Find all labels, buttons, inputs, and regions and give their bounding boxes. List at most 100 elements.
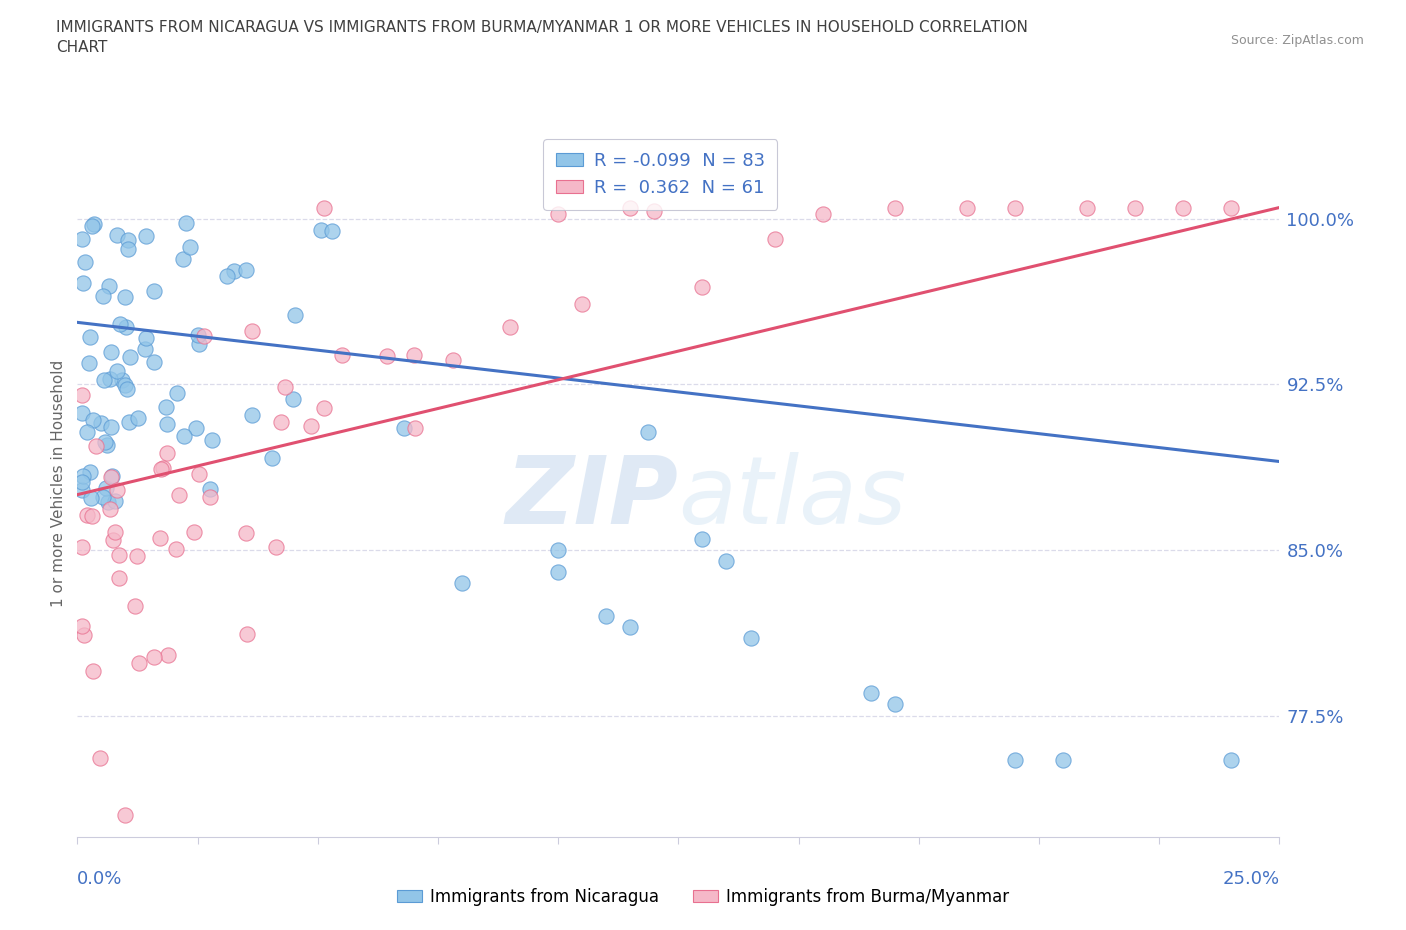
Point	[859, 686, 882, 701]
Point	[98, 502, 121, 517]
Point	[111, 373, 134, 388]
Point	[186, 421, 208, 436]
Point	[200, 489, 222, 504]
Text: CHART: CHART	[56, 40, 108, 55]
Point	[73, 628, 96, 643]
Point	[166, 385, 188, 400]
Point	[82, 663, 104, 678]
Point	[1220, 200, 1243, 215]
Point	[547, 565, 569, 579]
Point	[117, 232, 139, 247]
Point	[451, 576, 474, 591]
Legend: Immigrants from Nicaragua, Immigrants from Burma/Myanmar: Immigrants from Nicaragua, Immigrants fr…	[391, 881, 1015, 912]
Point	[70, 405, 93, 420]
Point	[643, 204, 665, 219]
Point	[115, 319, 138, 334]
Point	[188, 467, 211, 482]
Point	[811, 206, 834, 221]
Point	[72, 276, 94, 291]
Point	[235, 525, 257, 540]
Point	[270, 415, 292, 430]
Point	[314, 400, 336, 415]
Point	[375, 348, 398, 363]
Point	[404, 420, 426, 435]
Point	[1004, 200, 1026, 215]
Point	[115, 381, 138, 396]
Point	[619, 200, 641, 215]
Point	[134, 341, 156, 356]
Text: IMMIGRANTS FROM NICARAGUA VS IMMIGRANTS FROM BURMA/MYANMAR 1 OR MORE VEHICLES IN: IMMIGRANTS FROM NICARAGUA VS IMMIGRANTS …	[56, 20, 1028, 35]
Point	[284, 308, 307, 323]
Point	[441, 352, 464, 367]
Point	[70, 618, 93, 633]
Point	[264, 539, 287, 554]
Point	[100, 419, 122, 434]
Point	[402, 348, 425, 363]
Point	[76, 424, 98, 439]
Point	[165, 541, 187, 556]
Point	[217, 269, 239, 284]
Point	[547, 206, 569, 221]
Point	[716, 553, 738, 568]
Point	[740, 631, 762, 645]
Point	[1004, 752, 1026, 767]
Point	[499, 320, 522, 335]
Legend: R = -0.099  N = 83, R =  0.362  N = 61: R = -0.099 N = 83, R = 0.362 N = 61	[543, 140, 778, 209]
Point	[156, 417, 179, 432]
Point	[105, 227, 128, 242]
Point	[200, 432, 222, 447]
Point	[172, 252, 194, 267]
Point	[692, 531, 714, 546]
Point	[114, 378, 136, 392]
Point	[143, 354, 166, 369]
Point	[547, 542, 569, 557]
Point	[91, 490, 114, 505]
Point	[157, 647, 180, 662]
Point	[94, 434, 117, 449]
Text: ZIP: ZIP	[506, 452, 679, 544]
Point	[125, 549, 148, 564]
Point	[114, 289, 136, 304]
Point	[174, 215, 197, 230]
Point	[637, 424, 659, 439]
Point	[70, 474, 93, 489]
Point	[1220, 752, 1243, 767]
Point	[236, 627, 259, 642]
Point	[93, 372, 115, 387]
Text: 25.0%: 25.0%	[1222, 870, 1279, 887]
Point	[1173, 200, 1195, 215]
Point	[105, 483, 128, 498]
Point	[118, 350, 141, 365]
Point	[314, 200, 336, 215]
Point	[100, 469, 122, 484]
Point	[240, 324, 263, 339]
Point	[763, 232, 786, 246]
Point	[571, 297, 593, 312]
Point	[70, 232, 93, 246]
Point	[100, 469, 122, 484]
Point	[128, 656, 150, 671]
Point	[105, 364, 128, 379]
Point	[143, 650, 166, 665]
Point	[79, 329, 101, 344]
Point	[94, 481, 117, 496]
Text: 0.0%: 0.0%	[77, 870, 122, 887]
Point	[135, 331, 157, 346]
Point	[82, 412, 104, 427]
Point	[330, 348, 353, 363]
Point	[187, 327, 209, 342]
Point	[98, 371, 121, 386]
Point	[118, 415, 141, 430]
Point	[104, 525, 127, 539]
Point	[104, 494, 127, 509]
Point	[173, 428, 195, 443]
Point	[692, 279, 714, 294]
Point	[127, 410, 149, 425]
Point	[79, 356, 101, 371]
Point	[90, 416, 112, 431]
Point	[1076, 200, 1098, 215]
Point	[70, 539, 93, 554]
Point	[80, 490, 103, 505]
Point	[98, 279, 121, 294]
Point	[108, 548, 131, 563]
